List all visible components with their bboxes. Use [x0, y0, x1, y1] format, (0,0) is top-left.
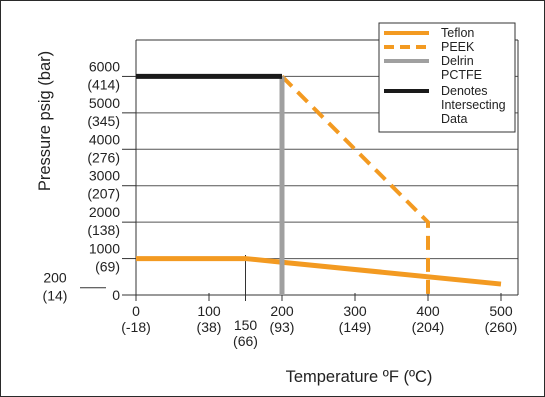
x-tick-label: 400	[416, 303, 440, 319]
x-tick-sublabel: (260)	[485, 319, 518, 335]
y-tick-sublabel: (345)	[87, 113, 120, 129]
legend-label: PEEK	[441, 40, 475, 54]
legend-label: Data	[441, 112, 467, 126]
extra-y-sublabel: (14)	[43, 288, 68, 304]
y-tick-sublabel: (276)	[87, 149, 120, 165]
x-tick-label: 0	[132, 303, 140, 319]
x-axis-title: Temperature ºF (ºC)	[286, 368, 433, 386]
y-tick-label: 0	[112, 287, 120, 303]
y-tick-label: 1000	[89, 241, 120, 257]
legend-label: Denotes	[441, 84, 488, 98]
y-tick-sublabel: (69)	[95, 259, 120, 275]
legend-label: PCTFE	[441, 68, 482, 82]
y-tick-label: 6000	[89, 58, 120, 74]
x-tick-sublabel: (66)	[233, 333, 258, 349]
x-tick-label: 100	[197, 303, 221, 319]
x-tick-label: 150	[234, 317, 258, 333]
legend-label: Intersecting	[441, 98, 506, 112]
x-tick-sublabel: (-18)	[121, 319, 151, 335]
x-tick-sublabel: (38)	[197, 319, 222, 335]
legend-box	[378, 22, 516, 133]
y-tick-sublabel: (414)	[87, 76, 120, 92]
x-tick-sublabel: (93)	[270, 319, 295, 335]
series-line-teflon	[136, 256, 502, 287]
x-tick-label: 300	[343, 303, 367, 319]
x-tick-label: 500	[489, 303, 513, 319]
series-line-peek	[280, 75, 430, 295]
legend-label: Delrin	[441, 54, 474, 68]
x-tick-label: 200	[270, 303, 294, 319]
y-tick-sublabel: (138)	[87, 222, 120, 238]
y-tick-sublabel: (207)	[87, 186, 120, 202]
y-tick-label: 3000	[89, 168, 120, 184]
x-tick-sublabel: (149)	[339, 319, 372, 335]
series-layer	[136, 73, 502, 295]
y-tick-label: 2000	[89, 204, 120, 220]
y-tick-label: 4000	[89, 131, 120, 147]
y-tick-label: 5000	[89, 95, 120, 111]
extra-y-label: 200	[43, 270, 67, 286]
x-tick-sublabel: (204)	[412, 319, 445, 335]
y-axis-title: Pressure psig (bar)	[36, 51, 54, 191]
legend-label: Teflon	[441, 26, 474, 40]
tick-label-layer: 01000(69)2000(138)3000(207)4000(276)5000…	[43, 58, 518, 349]
